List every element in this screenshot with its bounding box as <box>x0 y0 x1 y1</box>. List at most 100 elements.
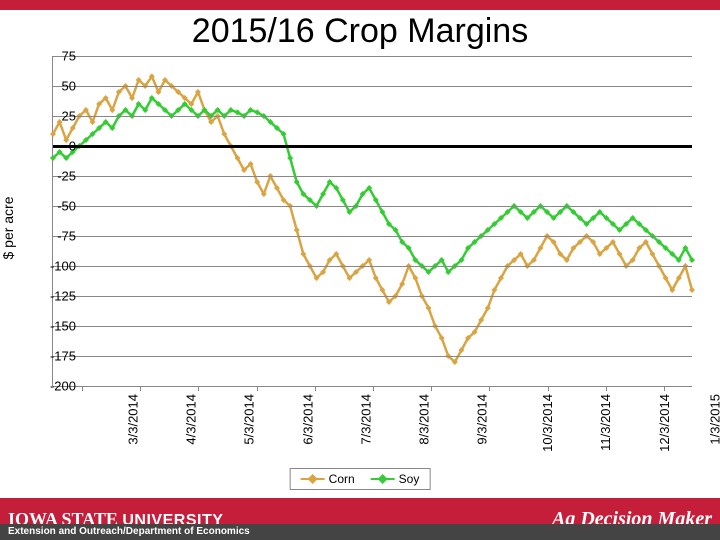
x-tick <box>548 386 549 391</box>
corn-marker <box>188 101 194 107</box>
x-tick-label: 9/3/2014 <box>475 394 490 445</box>
chart-plot-area <box>52 56 692 386</box>
soy-marker <box>577 215 583 221</box>
corn-marker <box>234 155 240 161</box>
soy-marker <box>491 221 497 227</box>
soy-marker <box>90 131 96 137</box>
soy-marker <box>544 209 550 215</box>
corn-marker <box>281 197 287 203</box>
soy-marker <box>162 107 168 113</box>
gridline <box>53 86 692 87</box>
soy-marker <box>320 191 326 197</box>
corn-marker <box>136 77 142 83</box>
zero-gridline <box>53 145 692 148</box>
corn-marker <box>90 119 96 125</box>
gridline <box>53 116 692 117</box>
y-tick-label: -100 <box>46 259 76 274</box>
corn-marker <box>155 89 161 95</box>
x-tick-label: 5/3/2014 <box>242 394 257 445</box>
soy-marker <box>215 107 221 113</box>
corn-marker <box>314 275 320 281</box>
soy-marker <box>366 185 372 191</box>
corn-marker <box>663 275 669 281</box>
soy-marker <box>505 209 511 215</box>
corn-marker <box>83 107 89 113</box>
soy-marker <box>287 155 293 161</box>
y-tick-label: -175 <box>46 349 76 364</box>
x-tick-label: 8/3/2014 <box>417 394 432 445</box>
corn-marker <box>103 95 109 101</box>
soy-marker <box>360 191 366 197</box>
soy-marker <box>524 215 530 221</box>
soy-marker <box>610 221 616 227</box>
corn-marker <box>96 101 102 107</box>
legend-line-icon <box>301 478 325 480</box>
soy-marker <box>202 107 208 113</box>
corn-marker <box>149 73 155 79</box>
corn-marker <box>649 251 655 257</box>
soy-marker <box>597 209 603 215</box>
soy-marker <box>663 245 669 251</box>
soy-marker <box>136 101 142 107</box>
corn-marker <box>195 89 201 95</box>
soy-marker <box>182 101 188 107</box>
soy-marker <box>603 215 609 221</box>
corn-marker <box>603 245 609 251</box>
soy-marker <box>346 209 352 215</box>
soy-marker <box>399 239 405 245</box>
gridline <box>53 176 692 177</box>
soy-marker <box>267 119 273 125</box>
soy-marker <box>590 215 596 221</box>
corn-marker <box>577 239 583 245</box>
corn-marker <box>353 269 359 275</box>
soy-marker <box>234 109 240 115</box>
y-tick-label: -150 <box>46 319 76 334</box>
x-tick <box>315 386 316 391</box>
corn-marker <box>386 299 392 305</box>
x-tick <box>606 386 607 391</box>
corn-marker <box>333 251 339 257</box>
corn-marker <box>241 167 247 173</box>
soy-marker <box>656 239 662 245</box>
y-tick-label: 50 <box>46 79 76 94</box>
soy-marker <box>300 191 306 197</box>
gridline <box>53 56 692 57</box>
corn-marker <box>643 239 649 245</box>
legend-marker-icon <box>378 474 388 484</box>
soy-marker <box>149 95 155 101</box>
soy-marker <box>281 131 287 137</box>
corn-line <box>53 76 692 362</box>
y-tick-label: -50 <box>46 199 76 214</box>
soy-marker <box>340 197 346 203</box>
soy-marker <box>472 239 478 245</box>
soy-marker <box>445 269 451 275</box>
soy-marker <box>636 221 642 227</box>
x-tick-label: 11/3/2014 <box>597 394 612 451</box>
y-tick-label: 0 <box>46 139 76 154</box>
corn-marker <box>570 245 576 251</box>
soy-marker <box>531 209 537 215</box>
corn-marker <box>175 89 181 95</box>
gridline <box>53 356 692 357</box>
soy-marker <box>294 179 300 185</box>
corn-marker <box>129 95 135 101</box>
soy-marker <box>50 155 56 161</box>
soy-marker <box>682 245 688 251</box>
corn-marker <box>399 281 405 287</box>
corn-marker <box>531 257 537 263</box>
corn-marker <box>689 287 695 293</box>
corn-marker <box>373 275 379 281</box>
soy-marker <box>551 215 557 221</box>
soy-marker <box>274 125 280 131</box>
x-tick-label: 3/3/2014 <box>126 394 141 445</box>
top-accent-bar <box>0 0 720 10</box>
soy-marker <box>412 257 418 263</box>
corn-marker <box>274 185 280 191</box>
x-tick <box>198 386 199 391</box>
corn-marker <box>452 359 458 365</box>
soy-marker <box>103 119 109 125</box>
corn-marker <box>327 257 333 263</box>
y-tick-label: -25 <box>46 169 76 184</box>
y-tick-label: 75 <box>46 49 76 64</box>
y-tick-label: -75 <box>46 229 76 244</box>
